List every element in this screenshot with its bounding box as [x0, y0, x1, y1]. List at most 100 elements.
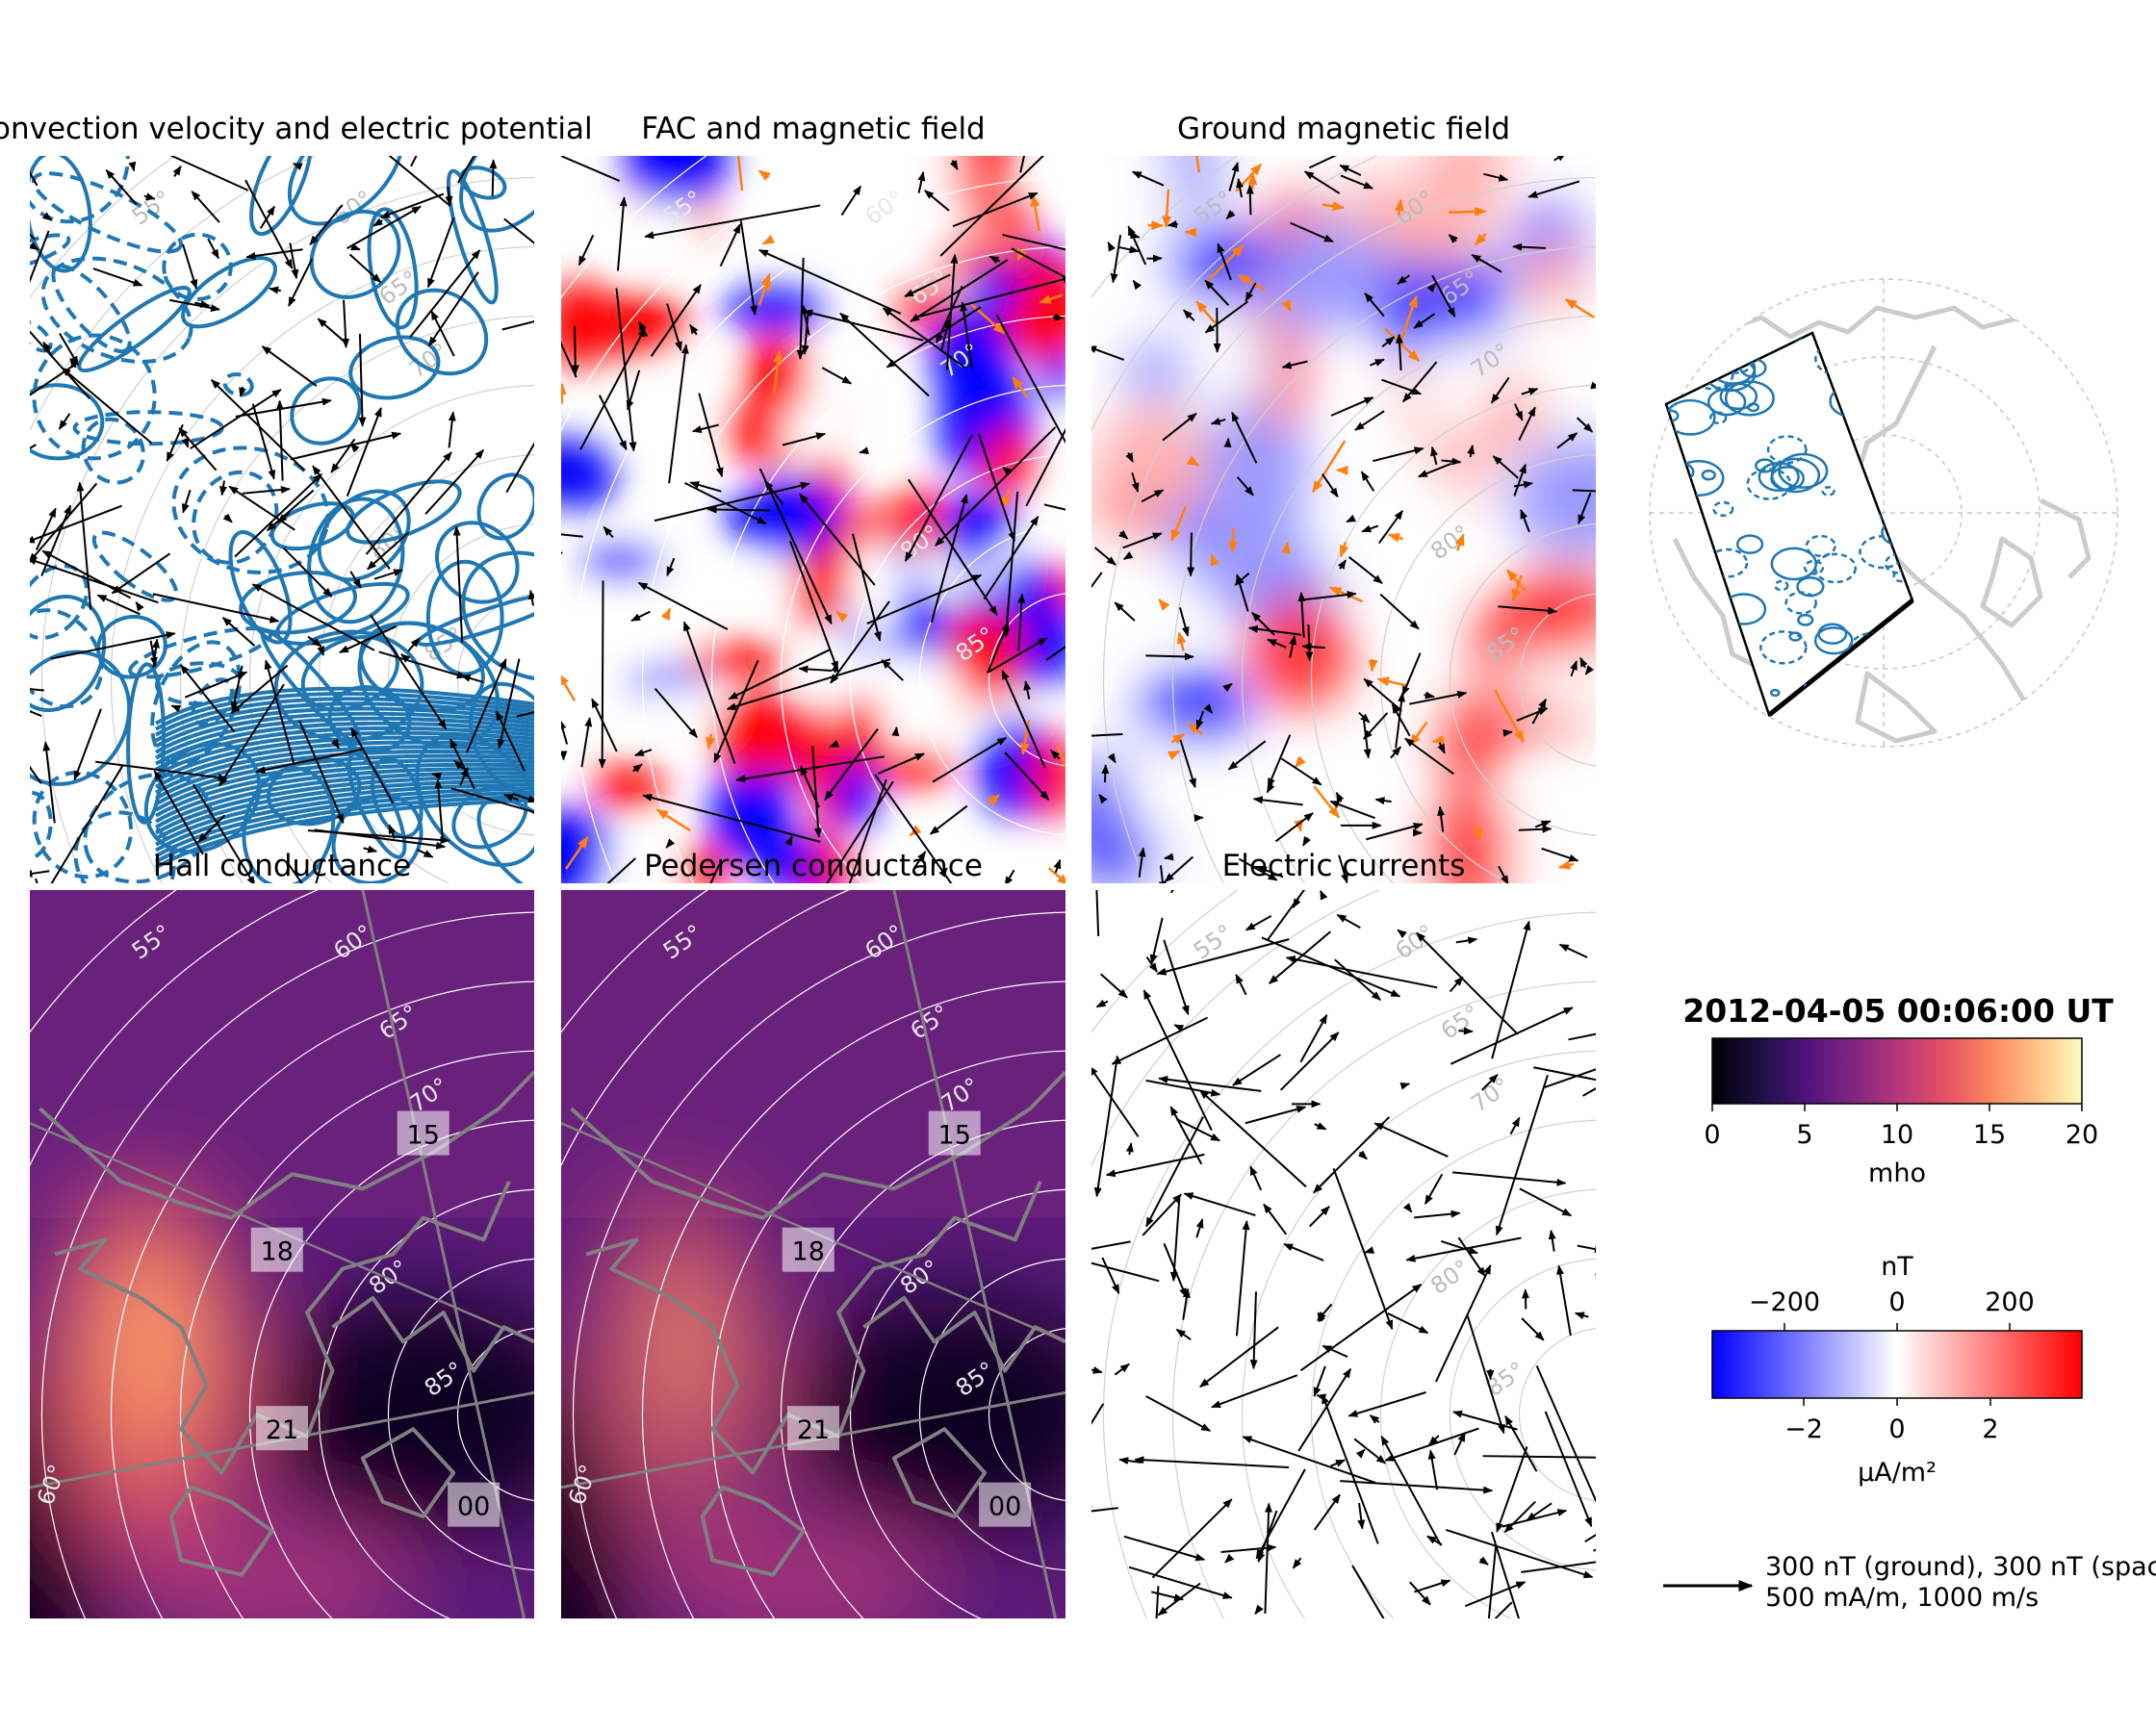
vector-arrow [603, 525, 614, 539]
field-blob [561, 808, 618, 883]
vector-arrow [1123, 1535, 1206, 1562]
vector-arrow [1427, 1449, 1439, 1490]
vector-arrow [1320, 890, 1328, 901]
field-colorbar: nT −200 0 200 −2 0 2 μA/m² [1711, 1252, 2083, 1488]
vector-arrow [1268, 930, 1332, 984]
vector-arrow [1210, 417, 1226, 425]
field-blob [664, 352, 727, 429]
vector-arrow [1151, 1591, 1185, 1602]
field-blob [906, 485, 944, 553]
potential-contour [155, 794, 534, 864]
vector-arrow [1504, 1414, 1538, 1472]
vector-arrow [76, 481, 92, 610]
vector-arrow [1290, 221, 1334, 243]
vector-arrow [689, 323, 699, 336]
field-blob [708, 764, 793, 863]
vector-arrow [61, 367, 153, 445]
vector-arrow [760, 278, 771, 293]
vector-arrow [1417, 462, 1452, 478]
vector-arrow [1395, 692, 1406, 749]
polar-contour [1770, 547, 1817, 581]
vector-arrow [409, 249, 481, 338]
vector-arrow [1176, 1118, 1220, 1142]
vector-arrow [1125, 1142, 1134, 1156]
vector-arrow [1424, 1173, 1444, 1206]
vector-arrow [228, 485, 295, 531]
vector-arrow [969, 302, 1006, 335]
vector-arrow [919, 275, 1065, 318]
vector-arrow [578, 234, 595, 267]
vector-arrow [1145, 1116, 1204, 1228]
vector-arrow [346, 205, 422, 250]
vector-arrow [358, 333, 367, 427]
vector-arrow [1158, 865, 1167, 883]
vector-arrow [168, 298, 221, 312]
potential-contour [30, 595, 107, 713]
field-blob [1203, 398, 1273, 526]
field-blob [975, 497, 1014, 536]
vector-arrow [1369, 1414, 1380, 1424]
vector-arrow [445, 187, 453, 207]
potential-contour [155, 691, 534, 731]
vector-arrow [1254, 1604, 1264, 1616]
vector-arrow [801, 313, 809, 355]
vector-arrow [1002, 234, 1065, 251]
vector-arrow [1242, 1436, 1376, 1485]
field-blob [966, 642, 1021, 703]
vector-arrow [1387, 533, 1404, 543]
vector-arrow [757, 248, 902, 315]
vector-arrow [1114, 1363, 1130, 1376]
field-blob [625, 156, 730, 206]
colorbar-tick: 0 [1888, 1287, 1905, 1317]
vector-arrow [1169, 1196, 1181, 1282]
vector-arrow [1107, 241, 1116, 252]
potential-contour [155, 726, 534, 772]
vector-arrow [1110, 234, 1122, 284]
polar-contour [1813, 626, 1854, 655]
potential-contour [290, 376, 362, 446]
colorbar-tick: 15 [1973, 1120, 2006, 1150]
vector-arrow [945, 253, 959, 370]
potential-contour [51, 264, 132, 354]
vector-arrow [1402, 361, 1438, 403]
field-blob [1125, 338, 1192, 403]
scale-label-line1: 300 nT (ground), 300 nT (space), [1765, 1552, 2156, 1582]
vector-arrow [251, 403, 276, 480]
vector-arrow [655, 808, 691, 832]
mlt-box [397, 1110, 449, 1156]
vector-arrow [1431, 274, 1456, 318]
vector-arrow [1541, 847, 1579, 862]
vector-arrow [1313, 1493, 1341, 1531]
vector-arrow [930, 493, 968, 624]
field-blob [1377, 240, 1504, 369]
vector-arrow [632, 763, 643, 773]
vector-arrow [373, 569, 404, 580]
potential-contour [155, 701, 534, 743]
polar-contour [1821, 486, 1835, 497]
polar-contour [1766, 435, 1808, 465]
vector-arrow [1095, 890, 1100, 937]
vector-arrow [1534, 820, 1552, 828]
vector-arrow [1100, 973, 1128, 999]
field-blob [1163, 228, 1277, 300]
vector-arrow [1568, 1032, 1596, 1041]
potential-contour [91, 530, 179, 602]
vector-arrow [772, 350, 783, 395]
mlt-label: 15 [407, 1121, 440, 1151]
vector-arrow [1145, 652, 1194, 661]
vector-arrow [1404, 737, 1454, 776]
vector-arrow [307, 635, 322, 648]
potential-contour [155, 750, 534, 801]
vector-arrow [821, 367, 853, 385]
vector-arrow [1091, 1507, 1118, 1513]
colorbar-tick: 10 [1881, 1120, 1913, 1150]
vector-arrow [50, 631, 176, 660]
vector-arrow [41, 212, 53, 221]
vector-arrow [1578, 492, 1592, 525]
vector-arrow [184, 671, 248, 699]
vector-arrow [1188, 722, 1203, 736]
vector-arrow [192, 783, 256, 883]
vector-arrow [1292, 1557, 1302, 1569]
potential-contour [476, 472, 534, 541]
vector-arrow [1030, 194, 1040, 232]
